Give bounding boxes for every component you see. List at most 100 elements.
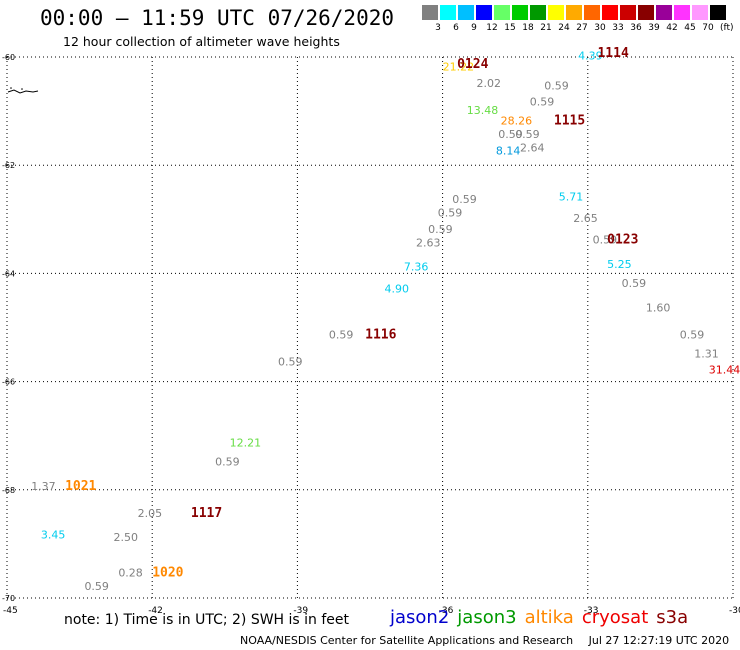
footnote: note: 1) Time is in UTC; 2) SWH is in fe… bbox=[64, 612, 350, 628]
wave-height-value: 3.45 bbox=[41, 528, 66, 541]
scale-swatch bbox=[602, 5, 618, 20]
graticule bbox=[6, 56, 734, 599]
wave-height-value: 0.59 bbox=[428, 223, 453, 236]
pass-time-label: 0123 bbox=[607, 233, 638, 248]
wave-height-value: 4.90 bbox=[385, 282, 410, 295]
scale-label: 12 bbox=[486, 23, 498, 33]
wave-height-value: 0.59 bbox=[278, 355, 303, 368]
scale-label: 45 bbox=[684, 23, 696, 33]
wave-height-value: 0.59 bbox=[498, 128, 523, 141]
scale-swatch bbox=[638, 5, 654, 20]
wave-height-value: 13.48 bbox=[467, 104, 499, 117]
scale-label: 70 bbox=[702, 23, 714, 33]
scale-label: 27 bbox=[576, 23, 588, 33]
x-tick-label: -39 bbox=[293, 606, 308, 616]
wave-height-value: 7.36 bbox=[404, 261, 429, 274]
scale-label: 24 bbox=[558, 23, 570, 33]
scale-label: 30 bbox=[594, 23, 606, 33]
pass-time-label: 1021 bbox=[65, 479, 96, 494]
scale-label: 15 bbox=[504, 23, 516, 33]
scale-label: 3 bbox=[435, 23, 441, 33]
wave-height-value: 0.59 bbox=[215, 455, 240, 468]
wave-height-value: 0.59 bbox=[544, 79, 569, 92]
wave-height-value: 1.60 bbox=[646, 301, 671, 314]
scale-label: 9 bbox=[471, 23, 477, 33]
wave-height-value: 2.02 bbox=[476, 77, 501, 90]
scale-label: 42 bbox=[666, 23, 678, 33]
y-tick-label: -62 bbox=[2, 161, 15, 170]
scale-swatch bbox=[620, 5, 636, 20]
wave-height-value: 0.59 bbox=[593, 234, 618, 247]
credit-line: NOAA/NESDIS Center for Satellite Applica… bbox=[240, 634, 729, 647]
y-tick-label: -70 bbox=[2, 594, 15, 603]
map-subtitle: 12 hour collection of altimeter wave hei… bbox=[63, 34, 340, 49]
wave-height-value: 1.37 bbox=[31, 480, 56, 493]
scale-swatch bbox=[530, 5, 546, 20]
wave-height-value: 0.59 bbox=[515, 128, 540, 141]
wave-height-value: 0.28 bbox=[118, 566, 143, 579]
x-tick-label: -33 bbox=[584, 606, 599, 616]
wave-height-value: 2.65 bbox=[573, 212, 598, 225]
wave-height-value: 0.59 bbox=[452, 193, 477, 206]
pass-time-labels: 0124 1114 1115 0123 1116 1021 1117 1020 bbox=[65, 46, 638, 580]
wave-height-value: 5.25 bbox=[607, 258, 632, 271]
wave-height-value: 2.64 bbox=[520, 142, 545, 155]
island-outline bbox=[7, 87, 39, 94]
wave-height-value: 21.22 bbox=[443, 61, 475, 74]
scale-unit: (ft) bbox=[720, 23, 734, 33]
satellite-altika: altika bbox=[524, 607, 574, 628]
wave-height-value: 1.31 bbox=[694, 347, 719, 360]
y-tick-label: -60 bbox=[2, 53, 15, 62]
scale-label: 33 bbox=[612, 23, 624, 33]
credit-text: NOAA/NESDIS Center for Satellite Applica… bbox=[240, 634, 574, 647]
y-tick-label: -64 bbox=[2, 269, 15, 278]
pass-time-label: 0124 bbox=[457, 57, 488, 72]
pass-time-label: 1117 bbox=[191, 506, 222, 521]
satellite-s3a: s3a bbox=[656, 607, 689, 628]
generated-timestamp: Jul 27 12:27:19 UTC 2020 bbox=[588, 634, 730, 647]
pass-time-label: 1020 bbox=[152, 565, 183, 580]
x-tick-label: -45 bbox=[3, 606, 18, 616]
scale-swatch bbox=[440, 5, 456, 20]
pass-time-label: 1114 bbox=[597, 46, 628, 61]
y-tick-label: -66 bbox=[2, 378, 15, 387]
wave-height-value: 2.50 bbox=[113, 531, 138, 544]
scale-swatch bbox=[548, 5, 564, 20]
wave-height-value: 8.14 bbox=[496, 144, 520, 157]
wave-height-value: 0.59 bbox=[622, 277, 647, 290]
scale-swatch bbox=[512, 5, 528, 20]
scale-swatch bbox=[458, 5, 474, 20]
satellite-legend: jason2 jason3 altika cryosat s3a bbox=[390, 607, 696, 628]
wave-height-value: 0.59 bbox=[438, 207, 463, 220]
wave-height-value: 0.59 bbox=[84, 580, 109, 593]
wave-height-value: 0.59 bbox=[329, 328, 354, 341]
scale-label: 18 bbox=[522, 23, 534, 33]
axis-tick-labels: -45 -42 -39 -36 -33 -30 -60 -62 -64 -66 -68 -70 bbox=[2, 53, 740, 616]
pass-time-label: 1116 bbox=[365, 327, 396, 342]
satellite-cryosat: cryosat bbox=[581, 607, 649, 628]
wave-height-value: 28.26 bbox=[501, 115, 533, 128]
scale-label: 6 bbox=[453, 23, 459, 33]
x-tick-label: -30 bbox=[729, 606, 740, 616]
scale-swatch bbox=[566, 5, 582, 20]
scale-swatch bbox=[710, 5, 726, 20]
scale-swatch bbox=[494, 5, 510, 20]
wave-height-value: 2.05 bbox=[138, 507, 163, 520]
pass-time-label: 1115 bbox=[554, 114, 585, 129]
scale-swatch bbox=[656, 5, 672, 20]
scale-swatch bbox=[476, 5, 492, 20]
wave-height-value: 2.63 bbox=[416, 236, 441, 249]
wave-height-value: 31.44 bbox=[709, 363, 740, 376]
wave-height-value: 0.59 bbox=[680, 328, 705, 341]
wave-height-value: 12.21 bbox=[230, 437, 262, 450]
scale-swatch bbox=[584, 5, 600, 20]
wave-height-value: 4.39 bbox=[578, 50, 603, 63]
y-tick-label: -68 bbox=[2, 486, 15, 495]
scale-label: 39 bbox=[648, 23, 660, 33]
scale-swatch bbox=[674, 5, 690, 20]
scale-label: 36 bbox=[630, 23, 642, 33]
wave-height-observations: 21.222.024.390.590.5913.4828.260.590.598… bbox=[31, 50, 740, 593]
scale-label: 21 bbox=[540, 23, 552, 33]
